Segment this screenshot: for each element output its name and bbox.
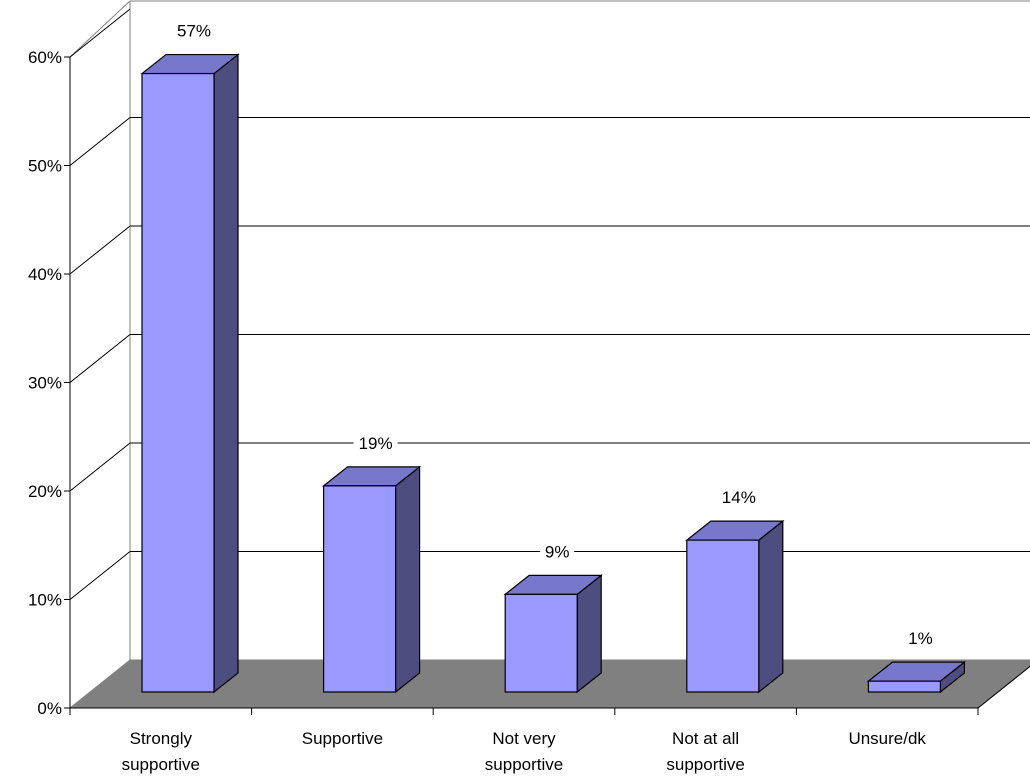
y-tick-label: 10%	[28, 591, 62, 610]
data-label: 1%	[908, 629, 933, 648]
bar-front-face	[504, 593, 578, 693]
bar-side-face	[758, 519, 784, 694]
y-tick-label: 0%	[37, 699, 62, 718]
gridline-side	[69, 8, 131, 58]
gridline-side	[69, 551, 131, 600]
bar-front-face	[867, 680, 942, 693]
gridline-side	[69, 334, 131, 383]
data-label-background	[540, 540, 575, 563]
y-axis: 0% 10% 20% 30% 40% 50% 60%	[28, 48, 71, 718]
floor-right-edge	[977, 665, 1030, 709]
x-category-label: Not at all supportive	[666, 729, 744, 774]
x-category-label: Supportive	[302, 729, 383, 748]
bar-front-face	[686, 539, 760, 693]
chart-walls	[69, 0, 1030, 660]
bar-front-face	[141, 72, 215, 693]
bar	[866, 660, 967, 694]
gridline-side	[69, 225, 131, 275]
data-labels: 57% 19% 9% 14% 1%	[172, 19, 938, 650]
y-tick-label: 20%	[28, 482, 62, 501]
y-tick-label: 60%	[28, 48, 62, 67]
data-label: 57%	[177, 22, 211, 41]
bar-side-face	[576, 574, 602, 694]
bar	[503, 574, 603, 694]
data-label-background	[353, 431, 398, 454]
data-label-background	[716, 486, 761, 509]
bar	[321, 465, 422, 694]
data-label: 19%	[359, 434, 393, 453]
bars	[140, 53, 967, 694]
bar-front-face	[323, 485, 397, 693]
gridlines	[69, 8, 1030, 600]
bar-side-face	[213, 53, 239, 694]
y-tick-label: 30%	[28, 374, 62, 393]
x-category-label: Unsure/dk	[848, 729, 926, 748]
x-axis: Strongly supportive Supportive Not very supp…	[69, 665, 1030, 774]
gridline-side	[69, 442, 131, 492]
x-category-label: Not very supportive	[485, 729, 563, 774]
y-tick-label: 40%	[28, 265, 62, 284]
bar-side-face	[395, 465, 421, 694]
data-label: 9%	[545, 542, 570, 561]
x-category-label: Strongly supportive	[122, 729, 200, 774]
bar	[685, 519, 785, 694]
gridline-side	[69, 117, 131, 166]
data-label: 14%	[722, 488, 756, 507]
side-wall-top-edge	[69, 0, 131, 58]
y-tick-label: 50%	[28, 157, 62, 176]
bar	[140, 53, 240, 694]
data-label-background	[172, 19, 216, 42]
data-label-background	[903, 627, 938, 650]
